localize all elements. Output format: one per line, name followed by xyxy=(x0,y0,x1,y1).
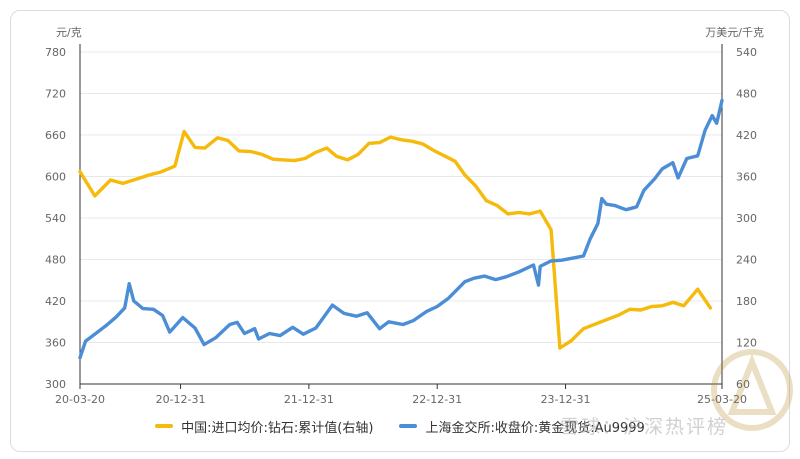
y-right-tick-label: 300 xyxy=(736,212,757,225)
legend-label-gold: 上海金交所:收盘价:黄金现货:Au9999 xyxy=(425,420,645,436)
legend-item-gold[interactable]: 上海金交所:收盘价:黄金现货:Au9999 xyxy=(399,417,645,436)
y-left-tick-label: 780 xyxy=(45,46,66,59)
y-right-tick-label: 420 xyxy=(736,129,757,142)
legend-swatch-diamond xyxy=(155,424,174,428)
y-left-tick-label: 420 xyxy=(45,295,66,308)
y-right-tick-label: 360 xyxy=(736,171,757,184)
watermark-logo-icon xyxy=(711,349,793,431)
series-lines xyxy=(78,98,724,360)
y-left-tick-label: 480 xyxy=(45,254,66,267)
chart-frame xyxy=(10,10,790,452)
legend-item-diamond[interactable]: 中国:进口均价:钻石:累计值(右轴) xyxy=(155,417,373,436)
legend-label-diamond: 中国:进口均价:钻石:累计值(右轴) xyxy=(181,420,374,436)
x-tick-label: 23-12-31 xyxy=(541,393,591,406)
x-tick-label: 21-12-31 xyxy=(284,393,334,406)
y-right-tick-label: 540 xyxy=(736,46,757,59)
x-tick-label: 20-12-31 xyxy=(156,393,206,406)
y-right-tick-label: 480 xyxy=(736,88,757,101)
y-left-tick-label: 360 xyxy=(45,337,66,350)
x-tick-label: 22-12-31 xyxy=(412,393,462,406)
legend-swatch-gold xyxy=(399,424,418,428)
y-left-tick-label: 600 xyxy=(45,171,66,184)
y-right-tick-label: 120 xyxy=(736,337,757,350)
chart-legend: 中国:进口均价:钻石:累计值(右轴) 上海金交所:收盘价:黄金现货:Au9999 xyxy=(0,414,800,438)
y-right-tick-label: 60 xyxy=(736,378,750,391)
series-line-diamond xyxy=(78,129,713,350)
axes: 300 360 420 480 540 600 660 720 780 60 120 180 240 30… xyxy=(45,44,757,406)
y-left-tick-label: 720 xyxy=(45,88,66,101)
right-axis-unit: 万美元/千克 xyxy=(705,26,764,39)
left-axis-unit: 元/克 xyxy=(56,26,82,39)
x-tick-label: 20-03-20 xyxy=(55,393,105,406)
y-left-tick-label: 540 xyxy=(45,212,66,225)
watermark-text: 雪球：沪深热评榜 xyxy=(560,416,729,438)
y-left-tick-label: 660 xyxy=(45,129,66,142)
y-left-tick-label: 300 xyxy=(45,378,66,391)
x-tick-label: 25-03-20 xyxy=(697,393,747,406)
y-right-tick-label: 180 xyxy=(736,295,757,308)
series-line-gold xyxy=(78,98,724,360)
y-right-tick-label: 240 xyxy=(736,254,757,267)
grid-lines xyxy=(80,51,722,385)
